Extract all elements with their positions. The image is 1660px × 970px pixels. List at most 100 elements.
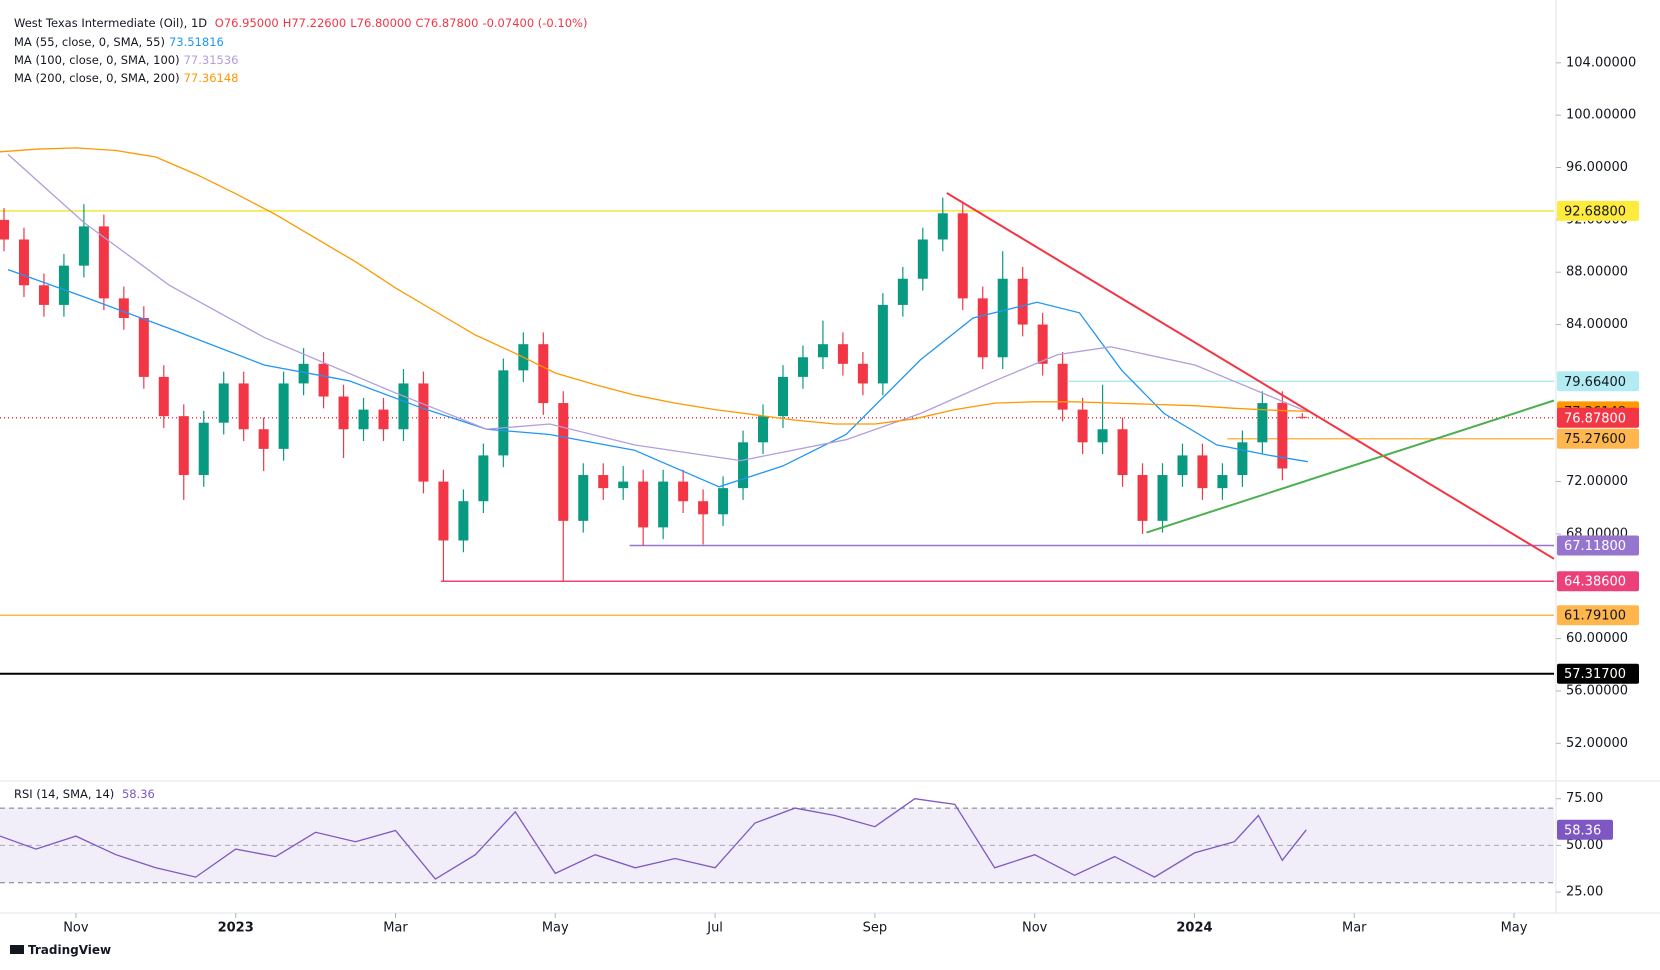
candle-body: [138, 318, 149, 377]
candle-body: [1297, 416, 1308, 418]
candle-body: [1237, 442, 1248, 476]
moving-average: [7, 268, 1309, 488]
candle-body: [1037, 324, 1048, 364]
ma-legend-item: MA (55, close, 0, SMA, 55) 73.51816: [14, 35, 228, 49]
candle-body: [777, 376, 788, 417]
x-tick-label: May: [1501, 921, 1528, 936]
candle-body: [1257, 403, 1268, 443]
candle-body: [738, 442, 749, 489]
candle-body: [318, 363, 329, 397]
candle-body: [897, 278, 908, 305]
x-tick-label: 2024: [1176, 921, 1212, 936]
candle-body: [797, 357, 808, 377]
candle-body: [718, 488, 729, 515]
candle-body: [418, 383, 429, 482]
price-badge: [1557, 407, 1639, 428]
candle-body: [118, 298, 129, 319]
candle-body: [178, 416, 189, 476]
candle-body: [498, 370, 509, 456]
ohlc-value: O76.95000: [214, 16, 279, 30]
candle-body: [698, 501, 709, 515]
price-badge: [1557, 663, 1639, 684]
candle-body: [1157, 475, 1168, 521]
rsi-legend: RSI (14, SMA, 14) 58.36: [14, 787, 159, 801]
candle-body: [598, 475, 609, 489]
ohlc-value: L76.80000: [350, 16, 412, 30]
candle-body: [238, 383, 249, 430]
candle-body: [877, 304, 888, 384]
y-tick-label: 52.00000: [1566, 736, 1628, 751]
y-tick-label: 75.00: [1566, 791, 1603, 806]
price-badge-label: 61.79100: [1564, 609, 1626, 624]
candle-body: [817, 344, 828, 358]
y-tick-label: 84.00000: [1566, 317, 1628, 332]
candle-body: [438, 481, 449, 541]
x-tick-label: Mar: [1342, 921, 1367, 936]
y-tick-label: 104.00000: [1566, 55, 1636, 70]
candle-body: [18, 239, 29, 286]
candle-body: [538, 344, 549, 404]
price-badge: [1557, 428, 1639, 449]
price-badge-label: 67.11800: [1564, 539, 1626, 554]
candle-body: [198, 422, 209, 476]
x-tick-label: Sep: [863, 921, 888, 936]
price-badge: [1557, 371, 1639, 392]
candle-body: [558, 403, 569, 521]
price-badge: [1557, 200, 1639, 221]
rsi-value: 58.36: [121, 787, 155, 801]
candle-body: [158, 376, 169, 417]
ma-value: 77.31536: [183, 53, 239, 67]
y-tick-label: 96.00000: [1566, 160, 1628, 175]
candle-body: [837, 344, 848, 364]
candle-body: [997, 278, 1008, 358]
candle-body: [78, 226, 89, 266]
ma-name: MA (55, close, 0, SMA, 55): [14, 35, 165, 49]
logo-icon: [10, 945, 24, 954]
branding: TradingView: [10, 943, 111, 957]
candle-body: [458, 501, 469, 541]
candle-body: [977, 298, 988, 358]
candle-body: [638, 481, 649, 528]
x-tick-label: May: [542, 921, 569, 936]
candle-body: [678, 481, 689, 502]
rsi-badge: [1557, 819, 1613, 840]
candle-body: [378, 409, 389, 430]
ma-name: MA (200, close, 0, SMA, 200): [14, 71, 180, 85]
ma-name: MA (100, close, 0, SMA, 100): [14, 53, 180, 67]
y-tick-label: 25.00: [1566, 885, 1603, 900]
price-badge-label: 64.38600: [1564, 575, 1626, 590]
ma-legend-item: MA (200, close, 0, SMA, 200) 77.36148: [14, 71, 242, 85]
price-badge-label: 57.31700: [1564, 667, 1626, 682]
y-tick-label: 72.00000: [1566, 474, 1628, 489]
candle-body: [0, 219, 9, 240]
candle-body: [358, 409, 369, 430]
y-tick-label: 60.00000: [1566, 631, 1628, 646]
moving-average: [0, 147, 1308, 425]
candle-body: [58, 265, 69, 305]
ma-value: 77.36148: [183, 71, 239, 85]
price-badge-label: 92.68800: [1564, 204, 1626, 219]
price-badge: [1557, 535, 1639, 556]
x-tick-label: Jul: [706, 921, 723, 936]
x-tick-label: 2023: [218, 921, 254, 936]
candle-body: [478, 455, 489, 502]
ohlc: O76.95000 H77.22600 L76.80000 C76.87800 -0.0…: [215, 16, 592, 30]
trendline: [1146, 399, 1555, 534]
candle-body: [218, 383, 229, 423]
rsi-badge-label: 58.36: [1564, 823, 1601, 838]
candle-body: [278, 383, 289, 449]
candle-body: [1057, 363, 1068, 410]
rsi-line: [0, 798, 1307, 880]
candle-body: [1077, 409, 1088, 443]
price-badge-label: 75.27600: [1564, 432, 1626, 447]
price-badge-label: 76.87800: [1564, 411, 1626, 426]
price-badge: [1557, 571, 1639, 592]
moving-average: [7, 153, 1309, 462]
candle-body: [1137, 475, 1148, 521]
candle-body: [957, 213, 968, 299]
x-tick-label: Nov: [63, 921, 89, 936]
candle-body: [298, 363, 309, 384]
x-tick-label: Nov: [1022, 921, 1048, 936]
brand-text: TradingView: [28, 943, 112, 957]
